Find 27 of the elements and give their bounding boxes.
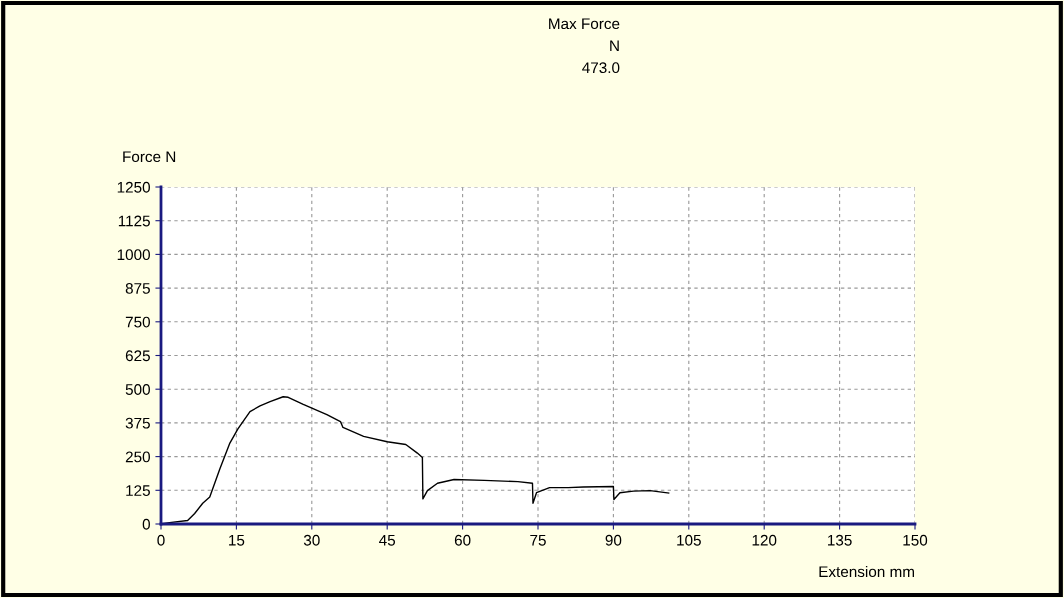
y-tick-label: 250 [125, 451, 150, 463]
x-tick-label: 90 [605, 534, 622, 546]
x-tick-label: 75 [530, 534, 546, 546]
y-tick-label: 0 [142, 518, 150, 530]
y-tick-label: 125 [126, 485, 150, 496]
x-tick-label: 30 [303, 534, 320, 546]
x-tick-label: 15 [229, 534, 245, 546]
y-tick-label: 500 [125, 384, 150, 395]
x-tick-label: 150 [903, 534, 928, 546]
y-tick-label: 750 [125, 316, 150, 328]
x-tick-label: 0 [157, 534, 165, 546]
x-axis-title: Extension mm [819, 565, 914, 578]
y-tick-label: 1250 [117, 181, 150, 193]
x-tick-label: 60 [454, 534, 471, 546]
text: 473.0 [582, 62, 620, 74]
y-axis-title: Force N [123, 151, 176, 163]
x-tick-label: 120 [752, 534, 777, 546]
y-tick-label: 625 [125, 350, 150, 362]
x-tick-label: 135 [828, 534, 852, 546]
y-tick-label: 875 [125, 282, 150, 294]
y-tick-label: 1000 [117, 249, 150, 261]
chart-title: Max Force [549, 18, 620, 30]
x-tick-label: 105 [677, 534, 701, 546]
y-tick-label: 375 [125, 417, 150, 429]
chart-subtitle: N [610, 40, 619, 51]
x-tick-label: 45 [379, 534, 396, 546]
y-tick-label: 1125 [118, 215, 150, 227]
